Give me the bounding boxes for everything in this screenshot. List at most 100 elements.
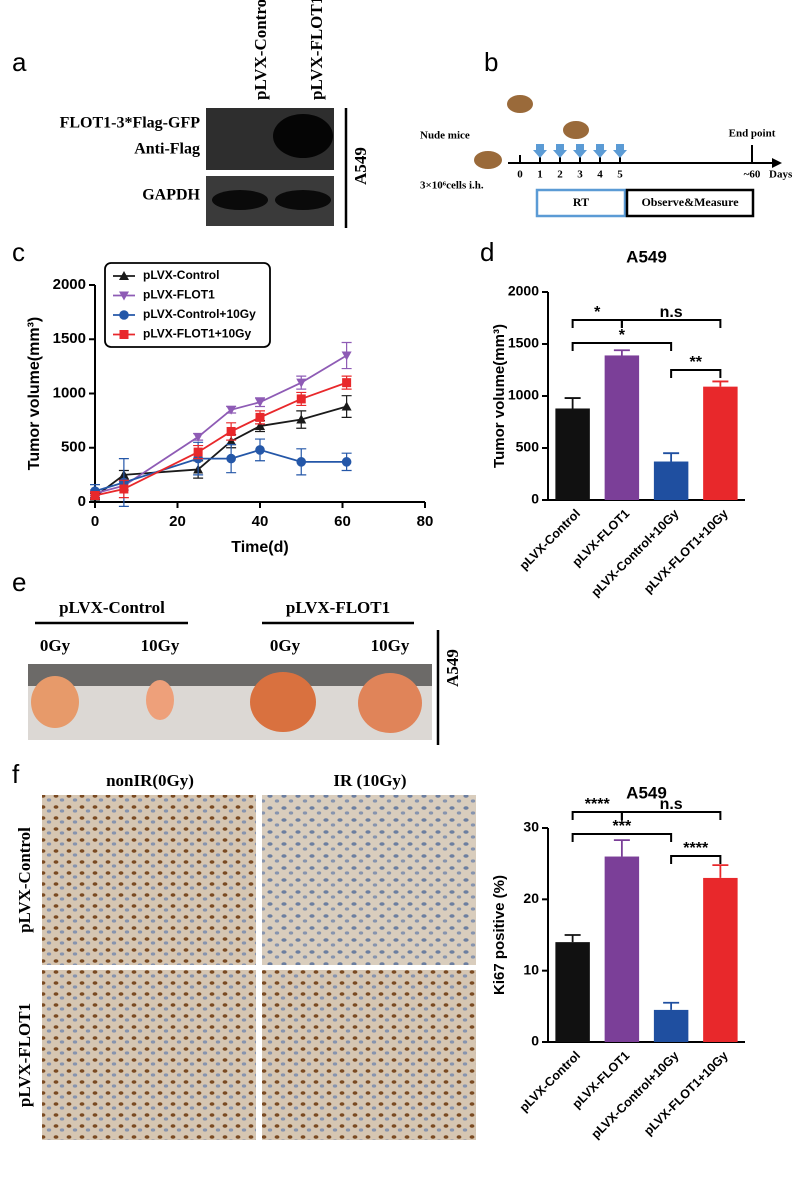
column-label: nonIR(0Gy) <box>106 771 194 790</box>
marker <box>296 414 307 424</box>
animal-label: Nude mice <box>420 130 470 142</box>
panel-letter: b <box>484 47 498 77</box>
significance-label: ** <box>690 354 703 371</box>
marker <box>119 291 129 301</box>
end-label: End point <box>729 128 776 140</box>
marker <box>226 426 236 436</box>
cell-line: A549 <box>351 147 370 185</box>
y-tick-label: 20 <box>523 890 539 906</box>
lane-label: pLVX-Control <box>251 0 270 100</box>
tumor <box>31 676 79 728</box>
significance-label: *** <box>613 818 632 835</box>
row-label: FLOT1-3*Flag-GFP <box>60 115 201 132</box>
band <box>275 190 331 210</box>
error-bar <box>613 349 630 356</box>
marker <box>226 453 236 464</box>
y-tick-label: 10 <box>523 961 539 977</box>
rt-box <box>535 188 627 218</box>
significance-bracket <box>620 319 722 328</box>
y-tick-label: 0 <box>78 493 86 510</box>
y-tick-label: 2000 <box>53 276 86 293</box>
x-tick-label: 20 <box>169 513 186 530</box>
significance-label: * <box>619 327 626 344</box>
significance-bracket <box>670 369 722 378</box>
marker <box>341 457 352 467</box>
error-bar <box>712 864 729 878</box>
significance-label: * <box>594 304 601 321</box>
band <box>212 190 268 210</box>
row-label: pLVX-FLOT1 <box>15 1003 34 1107</box>
cells-label: 3×10⁶cells i.h. <box>420 180 484 192</box>
x-tick-label: 60 <box>334 513 351 530</box>
y-tick-label: 500 <box>61 439 86 456</box>
y-tick-label: 1000 <box>53 384 86 401</box>
rt-arrow <box>553 144 567 158</box>
chart-title: A549 <box>626 247 667 266</box>
group-label: pLVX-FLOT1 <box>286 598 390 617</box>
error-bar <box>613 839 630 857</box>
tumor <box>146 680 174 720</box>
panel-letter: f <box>12 759 20 789</box>
row-label: Anti-Flag <box>134 141 200 158</box>
legend-label: pLVX-FLOT1 <box>143 288 215 302</box>
significance-bracket <box>571 342 673 351</box>
bar <box>555 942 590 1042</box>
dose-label: 0Gy <box>40 636 71 655</box>
marker <box>296 394 306 404</box>
legend-label: pLVX-Control+10Gy <box>143 307 256 321</box>
marker <box>255 445 265 455</box>
legend-label: pLVX-FLOT1+10Gy <box>143 327 251 341</box>
marker <box>341 401 352 411</box>
x-tick-label: 0 <box>91 513 99 530</box>
row-label: GAPDH <box>142 187 200 204</box>
lane-label: pLVX-FLOT1 <box>307 0 326 100</box>
marker <box>255 398 265 408</box>
marker <box>119 271 129 280</box>
error-bar <box>712 380 729 387</box>
significance-label: n.s <box>660 304 683 321</box>
bar <box>703 877 738 1042</box>
mouse-icon <box>474 151 502 169</box>
y-tick-label: 500 <box>516 439 540 455</box>
bar <box>653 1009 689 1042</box>
bar <box>653 461 689 500</box>
error-bar <box>663 452 680 462</box>
dose-label: 0Gy <box>270 636 301 655</box>
y-axis-label: Tumor volume(mm³) <box>26 317 43 470</box>
error-bar <box>564 934 581 943</box>
tumor <box>358 673 422 733</box>
day-label: 0 <box>517 169 523 181</box>
y-tick-label: 30 <box>523 819 539 835</box>
marker <box>255 412 265 422</box>
legend-box <box>104 262 271 348</box>
marker <box>255 421 265 431</box>
x-tick-label: pLVX-FLOT1+10Gy <box>641 507 731 597</box>
panel-letter: c <box>12 237 25 267</box>
marker <box>90 490 100 500</box>
unit-label: Days <box>769 169 793 181</box>
y-axis-label: Ki67 positive (%) <box>491 875 508 995</box>
significance-label: **** <box>683 840 709 857</box>
y-tick-label: 1500 <box>508 335 539 351</box>
bar <box>703 386 738 500</box>
cell-line: A549 <box>443 649 462 687</box>
marker <box>119 484 129 494</box>
bar <box>555 408 590 500</box>
group-label: pLVX-Control <box>59 598 165 617</box>
x-axis-label: Time(d) <box>231 539 288 556</box>
rt-arrow <box>613 144 627 158</box>
marker <box>296 378 307 388</box>
marker <box>226 405 237 415</box>
day-label: 1 <box>537 169 543 181</box>
significance-bracket <box>670 855 722 864</box>
x-tick-label: 40 <box>252 513 269 530</box>
photo-background <box>28 664 432 686</box>
bar <box>604 856 640 1042</box>
tumor <box>250 672 316 732</box>
marker <box>119 310 129 320</box>
series-line <box>94 405 347 498</box>
marker <box>296 457 307 467</box>
mouse-icon <box>507 95 533 113</box>
y-axis-label: Tumor volume(mm³) <box>491 324 508 468</box>
